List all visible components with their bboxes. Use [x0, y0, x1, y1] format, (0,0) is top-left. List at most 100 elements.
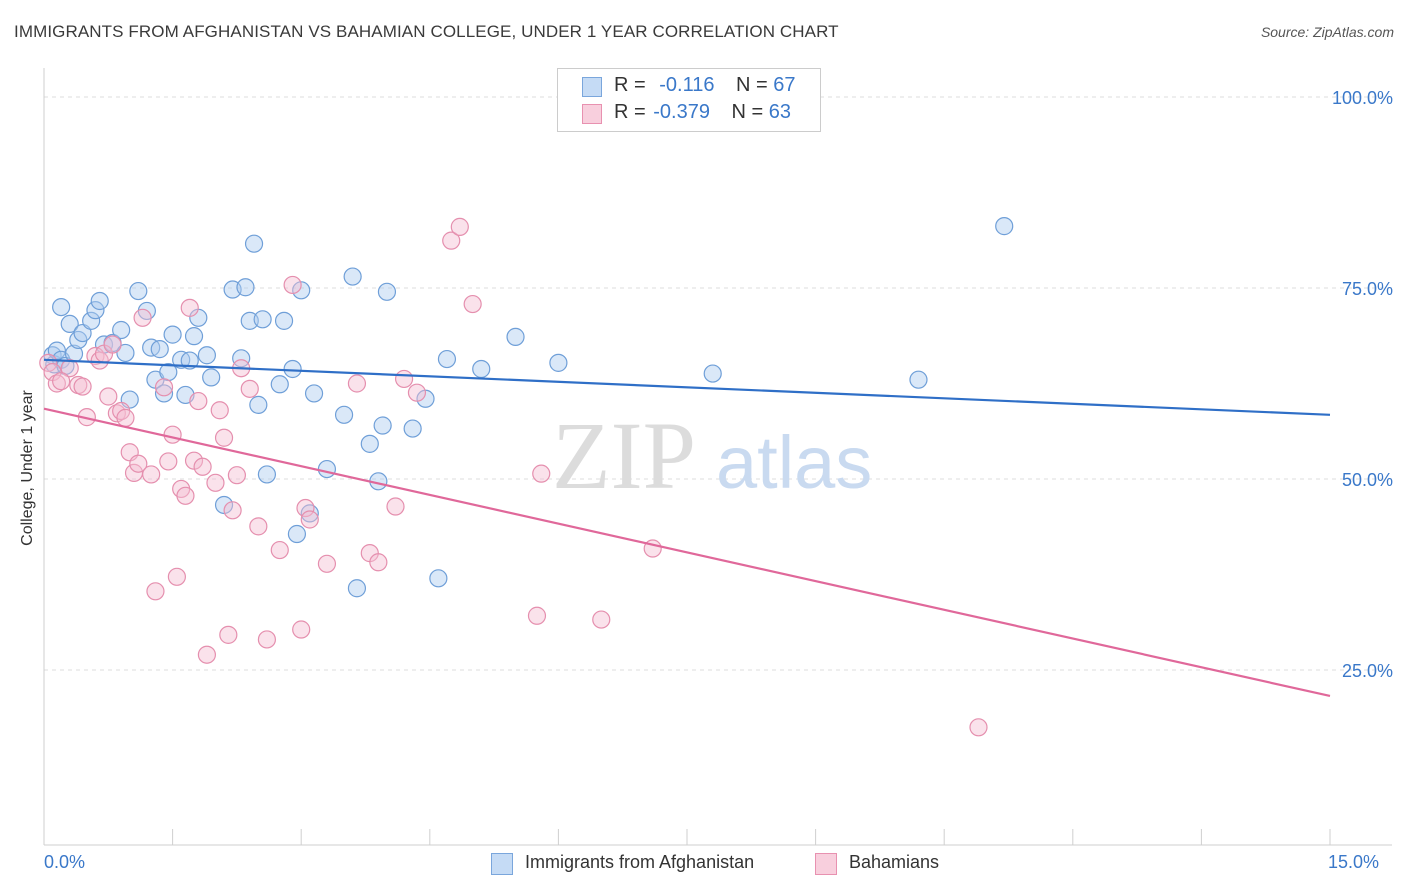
- data-point: [257, 630, 277, 649]
- data-point: [343, 267, 362, 286]
- data-point: [129, 454, 148, 473]
- data-point: [373, 416, 392, 435]
- data-point: [909, 370, 928, 389]
- data-point: [60, 314, 79, 334]
- data-point: [227, 466, 246, 485]
- axes: [43, 68, 1392, 846]
- data-point: [403, 419, 422, 438]
- data-point: [129, 281, 148, 301]
- data-point: [60, 359, 79, 378]
- data-point: [317, 459, 337, 479]
- legend-n-value: 67: [773, 74, 796, 96]
- data-point: [300, 510, 319, 529]
- data-point: [73, 377, 92, 396]
- legend-text-afghanistan: R = -0.116 N = 67: [614, 74, 796, 97]
- bottom-legend-label-afghanistan: Immigrants from Afghanistan: [525, 852, 755, 872]
- data-point: [283, 359, 302, 379]
- data-point: [369, 553, 388, 572]
- data-point: [334, 405, 354, 424]
- data-point: [270, 540, 289, 560]
- bottom-legend-swatch-bahamians: [815, 853, 837, 875]
- legend-n-label: N =: [736, 74, 768, 96]
- data-point: [506, 327, 525, 346]
- data-point: [292, 281, 311, 300]
- data-point: [86, 301, 105, 320]
- data-point: [296, 498, 315, 518]
- legend-n-label: N =: [731, 101, 764, 123]
- data-point: [146, 582, 165, 601]
- data-point: [283, 275, 302, 295]
- data-point: [463, 294, 482, 314]
- legend-swatch-afghanistan: [582, 77, 602, 97]
- watermark-atlas: atlas: [716, 421, 872, 504]
- data-point: [154, 378, 174, 397]
- data-point: [99, 387, 118, 406]
- data-point: [210, 401, 229, 420]
- data-point: [592, 610, 611, 629]
- legend-n-value: 63: [768, 101, 792, 123]
- data-point: [176, 486, 195, 505]
- data-point: [163, 425, 182, 444]
- data-point: [287, 524, 307, 544]
- data-point: [197, 346, 216, 365]
- data-point: [180, 298, 199, 317]
- data-point: [116, 343, 135, 363]
- data-point: [142, 465, 161, 484]
- data-point: [232, 349, 251, 368]
- y-tick-labels: 25.0% 50.0% 75.0% 100.0%: [1332, 88, 1393, 681]
- data-point: [442, 231, 461, 250]
- data-point: [103, 335, 122, 354]
- data-point: [159, 452, 178, 471]
- data-point: [437, 349, 457, 369]
- legend-r-label: R =: [614, 101, 646, 123]
- data-point: [214, 428, 234, 447]
- data-point: [347, 579, 367, 598]
- trend-line-bahamians: [43, 407, 1331, 698]
- data-point: [52, 372, 71, 391]
- data-point: [39, 353, 58, 372]
- data-point: [386, 497, 405, 516]
- chart-source: Source: ZipAtlas.com: [1260, 24, 1394, 40]
- data-point: [407, 383, 427, 402]
- data-point: [450, 217, 469, 236]
- data-point: [150, 340, 169, 359]
- data-point: [995, 217, 1014, 236]
- data-point: [549, 353, 568, 372]
- data-point: [969, 718, 988, 737]
- data-point: [703, 364, 722, 383]
- data-point: [249, 517, 268, 536]
- data-point: [394, 369, 414, 389]
- chart-title: IMMIGRANTS FROM AFGHANISTAN VS BAHAMIAN …: [14, 22, 839, 41]
- trend-line-afghanistan: [43, 358, 1331, 416]
- data-point: [202, 368, 221, 387]
- data-point: [532, 464, 551, 483]
- y-tick-label-100: 100.0%: [1332, 88, 1393, 108]
- data-point: [214, 495, 234, 515]
- grid-lines: [44, 96, 1392, 671]
- data-point: [189, 391, 208, 411]
- data-point: [52, 298, 71, 317]
- data-point: [184, 327, 204, 346]
- x-tick-min: 0.0%: [44, 852, 86, 872]
- y-tick-label-50: 50.0%: [1342, 470, 1393, 490]
- data-point: [112, 320, 131, 340]
- data-point: [270, 375, 289, 394]
- bottom-legend-label-bahamians: Bahamians: [849, 852, 940, 872]
- data-point: [377, 282, 397, 301]
- legend-swatch-bahamians: [582, 104, 602, 124]
- correlation-legend: R = -0.116 N = 67 R = -0.379 N = 63: [557, 68, 821, 132]
- data-point: [206, 473, 225, 492]
- x-tick-max: 15.0%: [1328, 852, 1380, 872]
- series-afghanistan-points: [43, 217, 1014, 598]
- data-point: [257, 465, 277, 484]
- bottom-legend-swatch-afghanistan: [491, 853, 513, 875]
- watermark-zip: ZIP: [552, 402, 696, 509]
- data-point: [167, 567, 186, 586]
- data-point: [253, 310, 272, 329]
- data-point: [223, 501, 242, 520]
- data-point: [219, 625, 238, 644]
- data-point: [317, 554, 337, 573]
- data-point: [292, 620, 311, 639]
- watermark: ZIP atlas: [552, 402, 872, 509]
